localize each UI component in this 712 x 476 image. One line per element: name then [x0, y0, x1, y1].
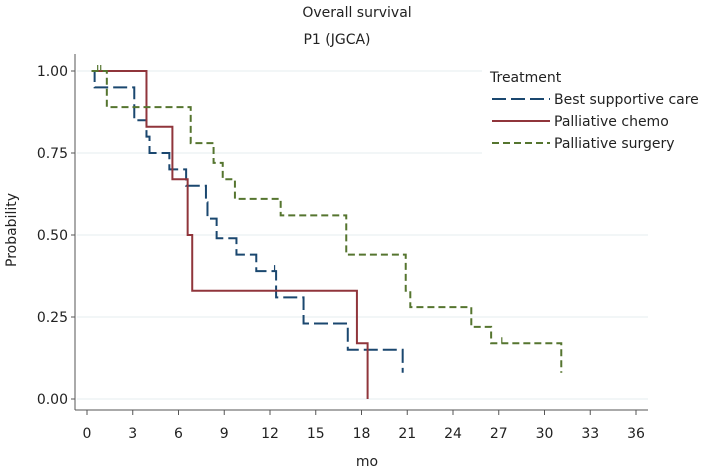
legend-title: Treatment [489, 70, 562, 86]
y-tick-label: 0.50 [37, 228, 68, 244]
x-tick-label: 3 [128, 426, 137, 442]
legend-label: Palliative surgery [554, 136, 675, 152]
x-tick-label: 36 [627, 426, 645, 442]
y-tick-label: 0.25 [37, 310, 68, 326]
y-tick-label: 0.00 [37, 392, 68, 408]
y-tick-label: 0.75 [37, 146, 68, 162]
legend-label: Palliative chemo [554, 114, 669, 130]
x-tick-label: 24 [444, 426, 462, 442]
survival-curve-palliative-surgery [91, 70, 563, 373]
x-tick-label: 33 [581, 426, 599, 442]
y-tick-label: 1.00 [37, 64, 68, 80]
x-tick-label: 30 [536, 426, 554, 442]
chart-subtitle: P1 (JGCA) [303, 32, 370, 48]
x-tick-label: 0 [83, 426, 92, 442]
legend: Treatment Best supportive care Palliative… [482, 60, 712, 155]
legend-background [482, 60, 712, 155]
x-tick-label: 12 [261, 426, 279, 442]
x-tick-label: 21 [398, 426, 416, 442]
x-tick-label: 27 [490, 426, 508, 442]
x-tick-label: 15 [307, 426, 325, 442]
y-axis-label: Probability [4, 193, 20, 267]
x-tick-label: 18 [353, 426, 371, 442]
legend-label: Best supportive care [554, 92, 699, 108]
x-tick-label: 6 [174, 426, 183, 442]
survival-curve-palliative-chemo [91, 70, 369, 399]
chart-title: Overall survival [302, 5, 411, 21]
x-axis-label: mo [356, 454, 378, 470]
x-tick-label: 9 [220, 426, 229, 442]
